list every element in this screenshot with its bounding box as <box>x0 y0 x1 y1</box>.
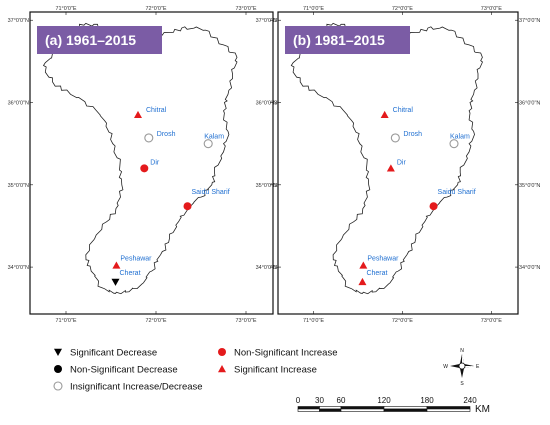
lon-tick-label-bottom: 73°0'0"E <box>235 318 256 324</box>
map-panel-a: 71°0'0"E 71°0'0"E 72°0'0"E 72°0'0"E 73°0'0"E… <box>8 6 296 324</box>
scale-label: 180 <box>420 396 434 405</box>
station-label: Cherat <box>120 270 141 277</box>
station-label: Cherat <box>366 270 387 277</box>
lat-tick-label-left: 34°0'0"N <box>8 265 29 271</box>
scale-label: 240 <box>463 396 477 405</box>
station-marker <box>429 202 438 211</box>
lat-tick-label-right: 35°0'0"N <box>519 183 540 189</box>
station-marker <box>386 164 395 172</box>
lat-tick-label-left: 35°0'0"N <box>256 183 277 189</box>
panel-title-box <box>285 26 410 54</box>
lon-tick-label-top: 72°0'0"E <box>145 6 166 12</box>
station-label: Peshawar <box>120 255 152 262</box>
legend-label: Non-Significant Increase <box>234 348 338 359</box>
scale-label: 120 <box>377 396 391 405</box>
legend-label: Significant Decrease <box>70 348 157 359</box>
lon-tick-label-top: 73°0'0"E <box>235 6 256 12</box>
panel-title: (a) 1961–2015 <box>45 32 136 48</box>
station-label: Kalam <box>450 134 470 141</box>
legend-label: Insignificant Increase/Decrease <box>70 382 203 393</box>
lat-tick-label-left: 35°0'0"N <box>8 183 29 189</box>
lat-tick-label-left: 37°0'0"N <box>8 18 29 24</box>
map-frame <box>29 11 274 315</box>
basin-outline <box>42 22 238 295</box>
station-marker <box>144 133 154 143</box>
compass-label-s: S <box>460 381 464 387</box>
station-marker <box>358 277 367 286</box>
compass-label-e: E <box>476 364 480 370</box>
station-marker <box>449 139 459 149</box>
lon-tick-label-top: 72°0'0"E <box>392 6 413 12</box>
legend-marker <box>218 348 226 356</box>
map-frame <box>277 11 519 315</box>
station-marker <box>134 110 142 119</box>
station-marker <box>183 202 192 211</box>
scale-label: 0 <box>296 396 301 405</box>
lon-tick-label-bottom: 72°0'0"E <box>392 318 413 324</box>
lat-tick-label-left: 34°0'0"N <box>256 265 277 271</box>
station-marker <box>359 261 368 269</box>
station-label: Saidu Sharif <box>438 189 476 196</box>
station-label: Peshawar <box>367 255 399 262</box>
lon-tick-label-top: 71°0'0"E <box>303 6 324 12</box>
station-marker <box>111 278 120 286</box>
station-label: Kalam <box>204 134 224 141</box>
lon-tick-label-bottom: 71°0'0"E <box>55 318 76 324</box>
scale-label: 30 <box>315 396 324 405</box>
compass-label-n: N <box>460 348 464 354</box>
panel-title-box <box>37 26 162 54</box>
station-label: Drosh <box>157 131 176 138</box>
lat-tick-label-right: 36°0'0"N <box>519 101 540 107</box>
station-label: Dir <box>397 159 407 166</box>
legend-marker <box>53 381 63 391</box>
station-label: Drosh <box>403 131 422 138</box>
legend-label: Significant Increase <box>234 365 317 376</box>
lat-tick-label-right: 37°0'0"N <box>519 18 540 24</box>
station-marker <box>390 133 400 143</box>
station-marker <box>203 139 213 149</box>
lon-tick-label-bottom: 72°0'0"E <box>145 318 166 324</box>
legend-label: Non-Significant Decrease <box>70 365 178 376</box>
scale-label: 60 <box>337 396 346 405</box>
legend: Significant Decrease Non-Significant Decr… <box>53 348 338 393</box>
station-label: Chitral <box>146 107 167 114</box>
legend-marker <box>54 348 62 356</box>
basin-outline <box>290 22 483 295</box>
north-arrow-compass: N S E W <box>443 348 480 387</box>
lat-tick-label-left: 37°0'0"N <box>256 18 277 24</box>
station-label: Saidu Sharif <box>192 189 230 196</box>
station-label: Chitral <box>393 107 414 114</box>
station-marker <box>380 110 389 119</box>
station-label: Dir <box>150 159 160 166</box>
lat-tick-label-left: 36°0'0"N <box>8 101 29 107</box>
compass-label-w: W <box>443 364 448 370</box>
legend-marker <box>54 365 62 373</box>
lon-tick-label-bottom: 71°0'0"E <box>303 318 324 324</box>
lon-tick-label-top: 71°0'0"E <box>55 6 76 12</box>
lat-tick-label-right: 34°0'0"N <box>519 265 540 271</box>
legend-marker <box>218 365 226 373</box>
station-marker <box>140 164 149 173</box>
lon-tick-label-top: 73°0'0"E <box>481 6 502 12</box>
lon-tick-label-bottom: 73°0'0"E <box>481 318 502 324</box>
scale-unit: KM <box>475 404 490 415</box>
lat-tick-label-left: 36°0'0"N <box>256 101 277 107</box>
panel-title: (b) 1981–2015 <box>293 32 385 48</box>
station-marker <box>112 261 121 269</box>
map-panel-b: 71°0'0"E 71°0'0"E 72°0'0"E 72°0'0"E 73°0'0"E… <box>256 6 541 324</box>
